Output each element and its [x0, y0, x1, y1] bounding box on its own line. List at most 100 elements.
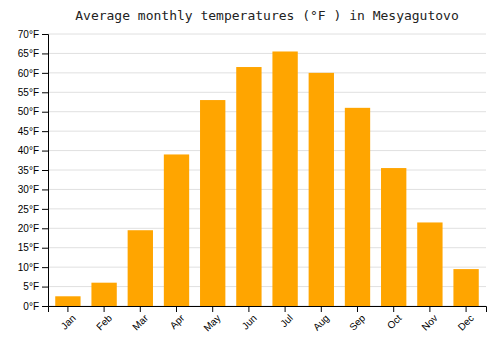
tick-mark: [42, 92, 48, 93]
grid: [48, 34, 486, 306]
tick-label: 65°F: [18, 48, 39, 59]
tick-label: Sep: [347, 312, 368, 333]
x-tick: Dec: [456, 306, 476, 333]
tick-label: Mar: [130, 312, 150, 332]
tick-label: Jun: [240, 312, 259, 331]
tick-mark: [357, 306, 358, 312]
x-tick: Feb: [94, 306, 114, 332]
grid-line: [48, 34, 486, 35]
tick-label: Nov: [419, 312, 439, 332]
tick-label: Aug: [311, 312, 331, 332]
x-tick: Oct: [385, 306, 404, 331]
tick-mark: [140, 306, 141, 312]
tick-label: 25°F: [18, 204, 39, 215]
tick-label: 40°F: [18, 145, 39, 156]
tick-mark: [42, 170, 48, 171]
tick-mark: [466, 306, 467, 312]
tick-label: 10°F: [18, 262, 39, 273]
x-tick: Apr: [168, 306, 187, 331]
bar: [417, 222, 442, 306]
tick-label: 0°F: [23, 301, 39, 312]
tick-mark: [42, 306, 48, 307]
tick-mark: [212, 306, 213, 312]
axis-line: [49, 307, 487, 313]
x-axis: Jan Feb Mar Apr May Jun Jul Aug Sep Oct Nov Dec: [49, 306, 487, 334]
y-tick: 65°F: [18, 48, 48, 59]
grid-line: [48, 72, 486, 73]
tick-label: 55°F: [18, 87, 39, 98]
x-tick: Jun: [240, 306, 259, 332]
tick-label: Jan: [59, 312, 78, 331]
tick-mark: [285, 306, 286, 312]
tick-label: Dec: [456, 312, 476, 332]
tick-label: 70°F: [18, 29, 39, 40]
bar: [381, 168, 406, 306]
grid-line: [48, 170, 486, 171]
y-tick: 60°F: [18, 68, 48, 79]
tick-label: May: [201, 312, 222, 333]
tick-mark: [42, 131, 48, 132]
tick-label: 45°F: [18, 126, 39, 137]
tick-mark: [42, 53, 48, 54]
grid-line: [48, 150, 486, 151]
tick-label: Oct: [385, 312, 404, 331]
bar: [453, 269, 478, 306]
bar: [128, 230, 153, 306]
bar: [200, 100, 225, 306]
grid-line: [48, 92, 486, 93]
chart: 0°F 5°F 10°F 15°F 20°F 25°F 30°F 35°F 40°F 45°F 50…: [0, 0, 500, 350]
bar: [55, 296, 80, 306]
tick-label: Jul: [278, 312, 295, 329]
y-tick: 0°F: [23, 301, 48, 312]
tick-label: 35°F: [18, 165, 39, 176]
grid-line: [48, 53, 486, 54]
tick-mark: [42, 248, 48, 249]
tick-mark: [42, 34, 48, 35]
grid-line: [48, 208, 486, 209]
y-tick: 20°F: [18, 223, 48, 234]
tick-label: 5°F: [23, 281, 39, 292]
tick-mark: [42, 267, 48, 268]
bar: [309, 73, 334, 306]
tick-label: 60°F: [18, 68, 39, 79]
y-tick: 15°F: [18, 242, 48, 253]
y-tick: 50°F: [18, 106, 48, 117]
tick-label: 50°F: [18, 106, 39, 117]
tick-mark: [42, 189, 48, 190]
grid-line: [48, 111, 486, 112]
tick-mark: [42, 209, 48, 210]
y-tick: 25°F: [18, 204, 48, 215]
bar: [91, 283, 116, 306]
axis-line: [42, 35, 49, 307]
title: Average monthly temperatures (°F ) in Me…: [75, 8, 459, 23]
tick-mark: [42, 73, 48, 74]
tick-mark: [42, 287, 48, 288]
tick-mark: [42, 112, 48, 113]
tick-mark: [429, 306, 430, 312]
tick-label: Apr: [168, 312, 187, 331]
bar: [272, 51, 297, 306]
tick-mark: [393, 306, 394, 312]
tick-mark: [321, 306, 322, 312]
tick-mark: [42, 228, 48, 229]
tick-label: 20°F: [18, 223, 39, 234]
tick-mark: [42, 151, 48, 152]
tick-mark: [248, 306, 249, 312]
y-tick: 5°F: [23, 281, 48, 292]
y-tick: 10°F: [18, 262, 48, 273]
x-tick: Aug: [311, 306, 331, 333]
grid-line: [48, 189, 486, 190]
y-tick: 70°F: [18, 29, 48, 40]
bar: [345, 108, 370, 306]
x-tick: Nov: [419, 306, 439, 333]
tick-mark: [104, 306, 105, 312]
bars: [55, 51, 479, 306]
x-tick: Jan: [59, 306, 78, 332]
x-tick: Mar: [130, 306, 150, 332]
y-tick: 45°F: [18, 126, 48, 137]
grid-line: [48, 131, 486, 132]
y-tick: 35°F: [18, 165, 48, 176]
y-tick: 30°F: [18, 184, 48, 195]
tick-mark: [67, 306, 68, 312]
x-tick: Sep: [347, 306, 368, 333]
